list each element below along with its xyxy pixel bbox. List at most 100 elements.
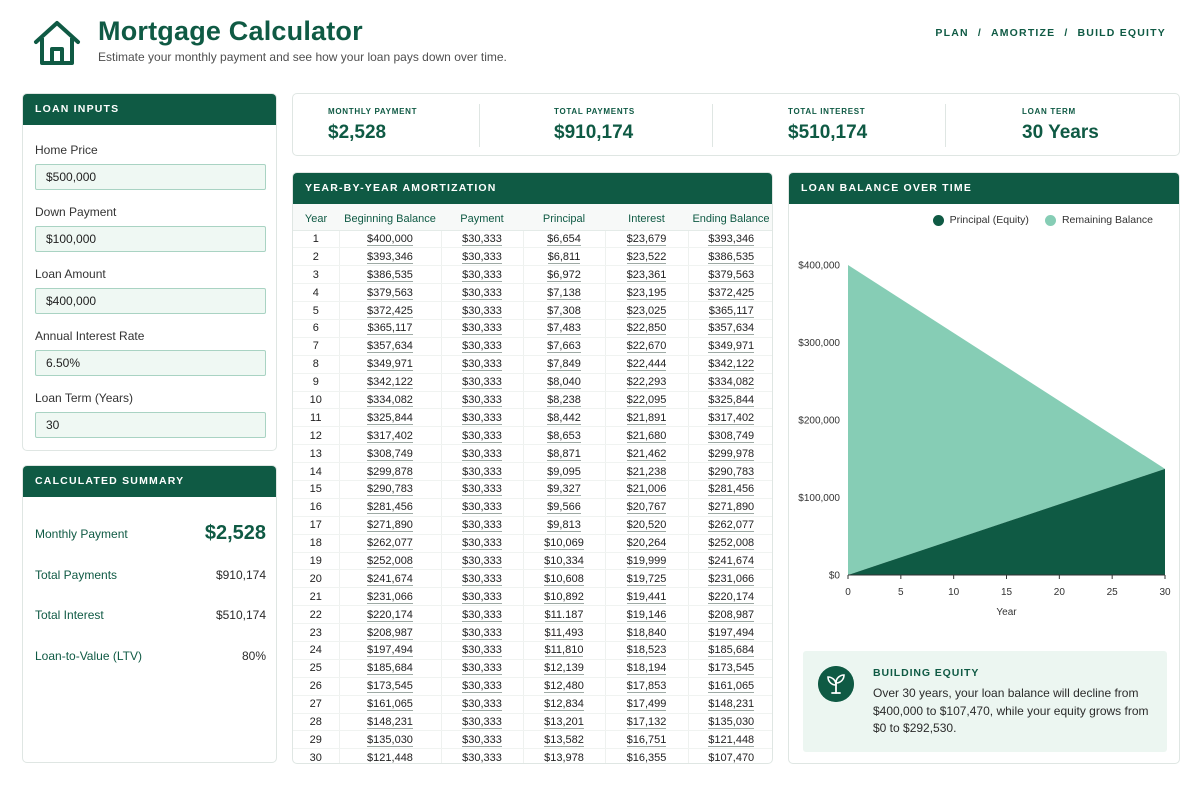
- kpi-label: TOTAL INTEREST: [788, 107, 866, 116]
- cell-payment: $30,333: [441, 587, 524, 607]
- cell-year: 8: [293, 355, 340, 374]
- x-tick-label: 5: [898, 587, 904, 598]
- cell-value: $220,174: [367, 608, 413, 622]
- cell-year: 19: [293, 552, 340, 571]
- down-payment-input[interactable]: [35, 226, 266, 252]
- cell-value: $386,535: [367, 268, 413, 282]
- cell-year: 16: [293, 498, 340, 517]
- table-row: 10 $334,082 $30,333 $8,238 $22,095 $325,844: [293, 391, 772, 410]
- calculated-summary-panel: CALCULATED SUMMARY Monthly Payment $2,52…: [22, 465, 277, 763]
- cell-principal: $11.187: [523, 605, 606, 625]
- cell-value: $241,674: [708, 554, 755, 568]
- cell-ending-balance: $107,470: [688, 748, 772, 763]
- kpi-label: MONTHLY PAYMENT: [328, 107, 418, 116]
- cell-value: $19,441: [626, 590, 667, 604]
- chart-legend: Principal (Equity) Remaining Balance: [932, 214, 1153, 226]
- column-header-interest: Interest: [605, 204, 688, 231]
- cell-value: $11.187: [544, 608, 584, 622]
- cell-value: $30,333: [462, 680, 502, 694]
- interest-rate-input[interactable]: [35, 350, 266, 376]
- cell-value: $349,971: [367, 358, 413, 372]
- cell-beginning-balance: $317,402: [339, 426, 442, 446]
- cell-ending-balance: $334,082: [688, 373, 772, 392]
- cell-value: $308,749: [367, 447, 413, 461]
- cell-interest: $22,293: [605, 373, 689, 392]
- cell-principal: $10,069: [523, 534, 606, 553]
- cell-beginning-balance: $281,456: [339, 498, 442, 517]
- cell-value: $317,402: [708, 411, 755, 425]
- cell-ending-balance: $357,634: [688, 319, 772, 338]
- app-header: Mortgage Calculator Estimate your monthl…: [0, 0, 1200, 80]
- building-equity-callout: BUILDING EQUITY Over 30 years, your loan…: [803, 651, 1167, 752]
- summary-value: $2,528: [204, 522, 266, 544]
- cell-interest: $23,679: [605, 230, 689, 249]
- cell-ending-balance: $372,425: [688, 283, 772, 303]
- cell-value: $334,082: [367, 393, 413, 407]
- cell-principal: $9,095: [523, 462, 606, 481]
- breadcrumb-separator: /: [977, 27, 982, 39]
- cell-principal: $10,892: [523, 587, 606, 607]
- cell-value: $30,333: [462, 286, 502, 300]
- cell-value: $290,783: [708, 465, 755, 479]
- cell-value: $10,069: [544, 537, 584, 551]
- cell-interest: $17,853: [605, 677, 689, 696]
- page-subtitle: Estimate your monthly payment and see ho…: [98, 50, 507, 64]
- cell-beginning-balance: $400,000: [339, 230, 442, 249]
- cell-year: 21: [293, 587, 340, 607]
- cell-value: $365,117: [708, 304, 754, 318]
- cell-value: $30,333: [462, 590, 502, 604]
- cell-interest: $23,025: [605, 301, 689, 320]
- cell-beginning-balance: $372,425: [339, 301, 442, 320]
- cell-value: $16,751: [626, 733, 667, 747]
- cell-year: 11: [293, 408, 340, 428]
- cell-value: $208,987: [708, 608, 755, 622]
- column-header-year: Year: [293, 204, 339, 231]
- cell-value: $342,122: [367, 376, 413, 390]
- y-tick-label: $0: [829, 571, 841, 582]
- cell-value: $20,767: [626, 501, 667, 515]
- legend-swatch-remaining-balance: [1044, 214, 1056, 226]
- cell-value: $148,231: [708, 698, 755, 712]
- cell-ending-balance: $148,231: [688, 695, 772, 714]
- summary-value: 80%: [241, 649, 266, 663]
- table-row: 22 $220,174 $30,333 $11.187 $19,146 $208,987: [293, 605, 772, 625]
- cell-value: $7,849: [547, 358, 581, 372]
- cell-value: $281,456: [708, 483, 755, 497]
- cell-beginning-balance: $231,066: [339, 587, 442, 607]
- cell-payment: $30,333: [441, 534, 524, 553]
- cell-payment: $30,333: [441, 480, 524, 499]
- table-row: 5 $372,425 $30,333 $7,308 $23,025 $365,117: [293, 301, 772, 320]
- cell-value: $262,077: [708, 519, 755, 533]
- interest-rate-label: Annual Interest Rate: [35, 329, 145, 343]
- cell-principal: $9,327: [523, 480, 606, 499]
- cell-value: $22,444: [626, 358, 667, 372]
- cell-value: $30,333: [462, 501, 502, 515]
- breadcrumb-plan[interactable]: PLAN: [935, 27, 969, 39]
- breadcrumb-build-equity[interactable]: BUILD EQUITY: [1077, 27, 1166, 39]
- cell-payment: $30,333: [441, 552, 524, 571]
- table-row: 30 $121,448 $30,333 $13,978 $16,355 $107,470: [293, 748, 772, 763]
- breadcrumb-separator: /: [1064, 27, 1069, 39]
- cell-interest: $18,194: [605, 659, 689, 678]
- cell-interest: $19,999: [605, 552, 689, 571]
- cell-value: $22,850: [626, 322, 667, 336]
- kpi-value: 30 Years: [1022, 122, 1099, 143]
- cell-principal: $10,608: [523, 569, 606, 589]
- cell-value: $197,494: [367, 644, 413, 658]
- loan-amount-input[interactable]: [35, 288, 266, 314]
- loan-term-input[interactable]: [35, 412, 266, 438]
- cell-ending-balance: $281,456: [688, 480, 772, 499]
- cell-interest: $21,006: [605, 480, 689, 499]
- legend-label: Remaining Balance: [1061, 214, 1153, 226]
- home-price-input[interactable]: [35, 164, 266, 190]
- cell-year: 15: [293, 480, 340, 499]
- cell-interest: $17,499: [605, 695, 689, 714]
- cell-interest: $22,444: [605, 355, 689, 374]
- cell-value: $21,238: [626, 465, 667, 479]
- table-row: 13 $308,749 $30,333 $8,871 $21,462 $299,978: [293, 444, 772, 464]
- y-tick-label: $200,000: [798, 416, 840, 427]
- cell-value: $393,346: [708, 232, 755, 246]
- breadcrumb-amortize[interactable]: AMORTIZE: [990, 27, 1056, 39]
- cell-year: 27: [293, 695, 340, 714]
- cell-ending-balance: $317,402: [688, 408, 772, 428]
